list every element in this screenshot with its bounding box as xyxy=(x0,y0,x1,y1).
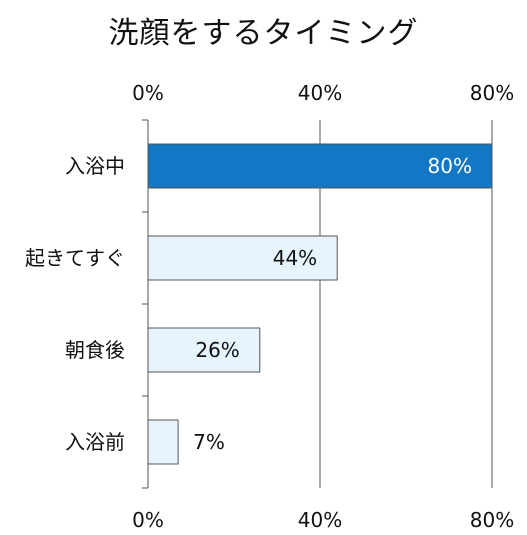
x-tick-label-top: 40% xyxy=(298,81,342,105)
x-tick-label-top: 0% xyxy=(132,81,164,105)
bar xyxy=(147,143,493,189)
value-label: 26% xyxy=(195,338,239,362)
bar xyxy=(147,235,338,281)
bar xyxy=(147,419,179,465)
category-label: 入浴中 xyxy=(65,154,125,178)
value-label: 7% xyxy=(193,430,225,454)
category-label: 入浴前 xyxy=(65,430,125,454)
x-tick-label-bottom: 80% xyxy=(470,508,514,532)
value-label: 44% xyxy=(273,246,317,270)
bar xyxy=(147,327,261,373)
x-tick-label-top: 80% xyxy=(470,81,514,105)
value-label: 80% xyxy=(428,154,472,178)
category-label: 起きてすぐ xyxy=(25,246,125,270)
x-tick-label-bottom: 0% xyxy=(132,508,164,532)
x-tick-label-bottom: 40% xyxy=(298,508,342,532)
chart-title: 洗顔をするタイミング xyxy=(108,16,419,51)
category-label: 朝食後 xyxy=(65,338,125,362)
